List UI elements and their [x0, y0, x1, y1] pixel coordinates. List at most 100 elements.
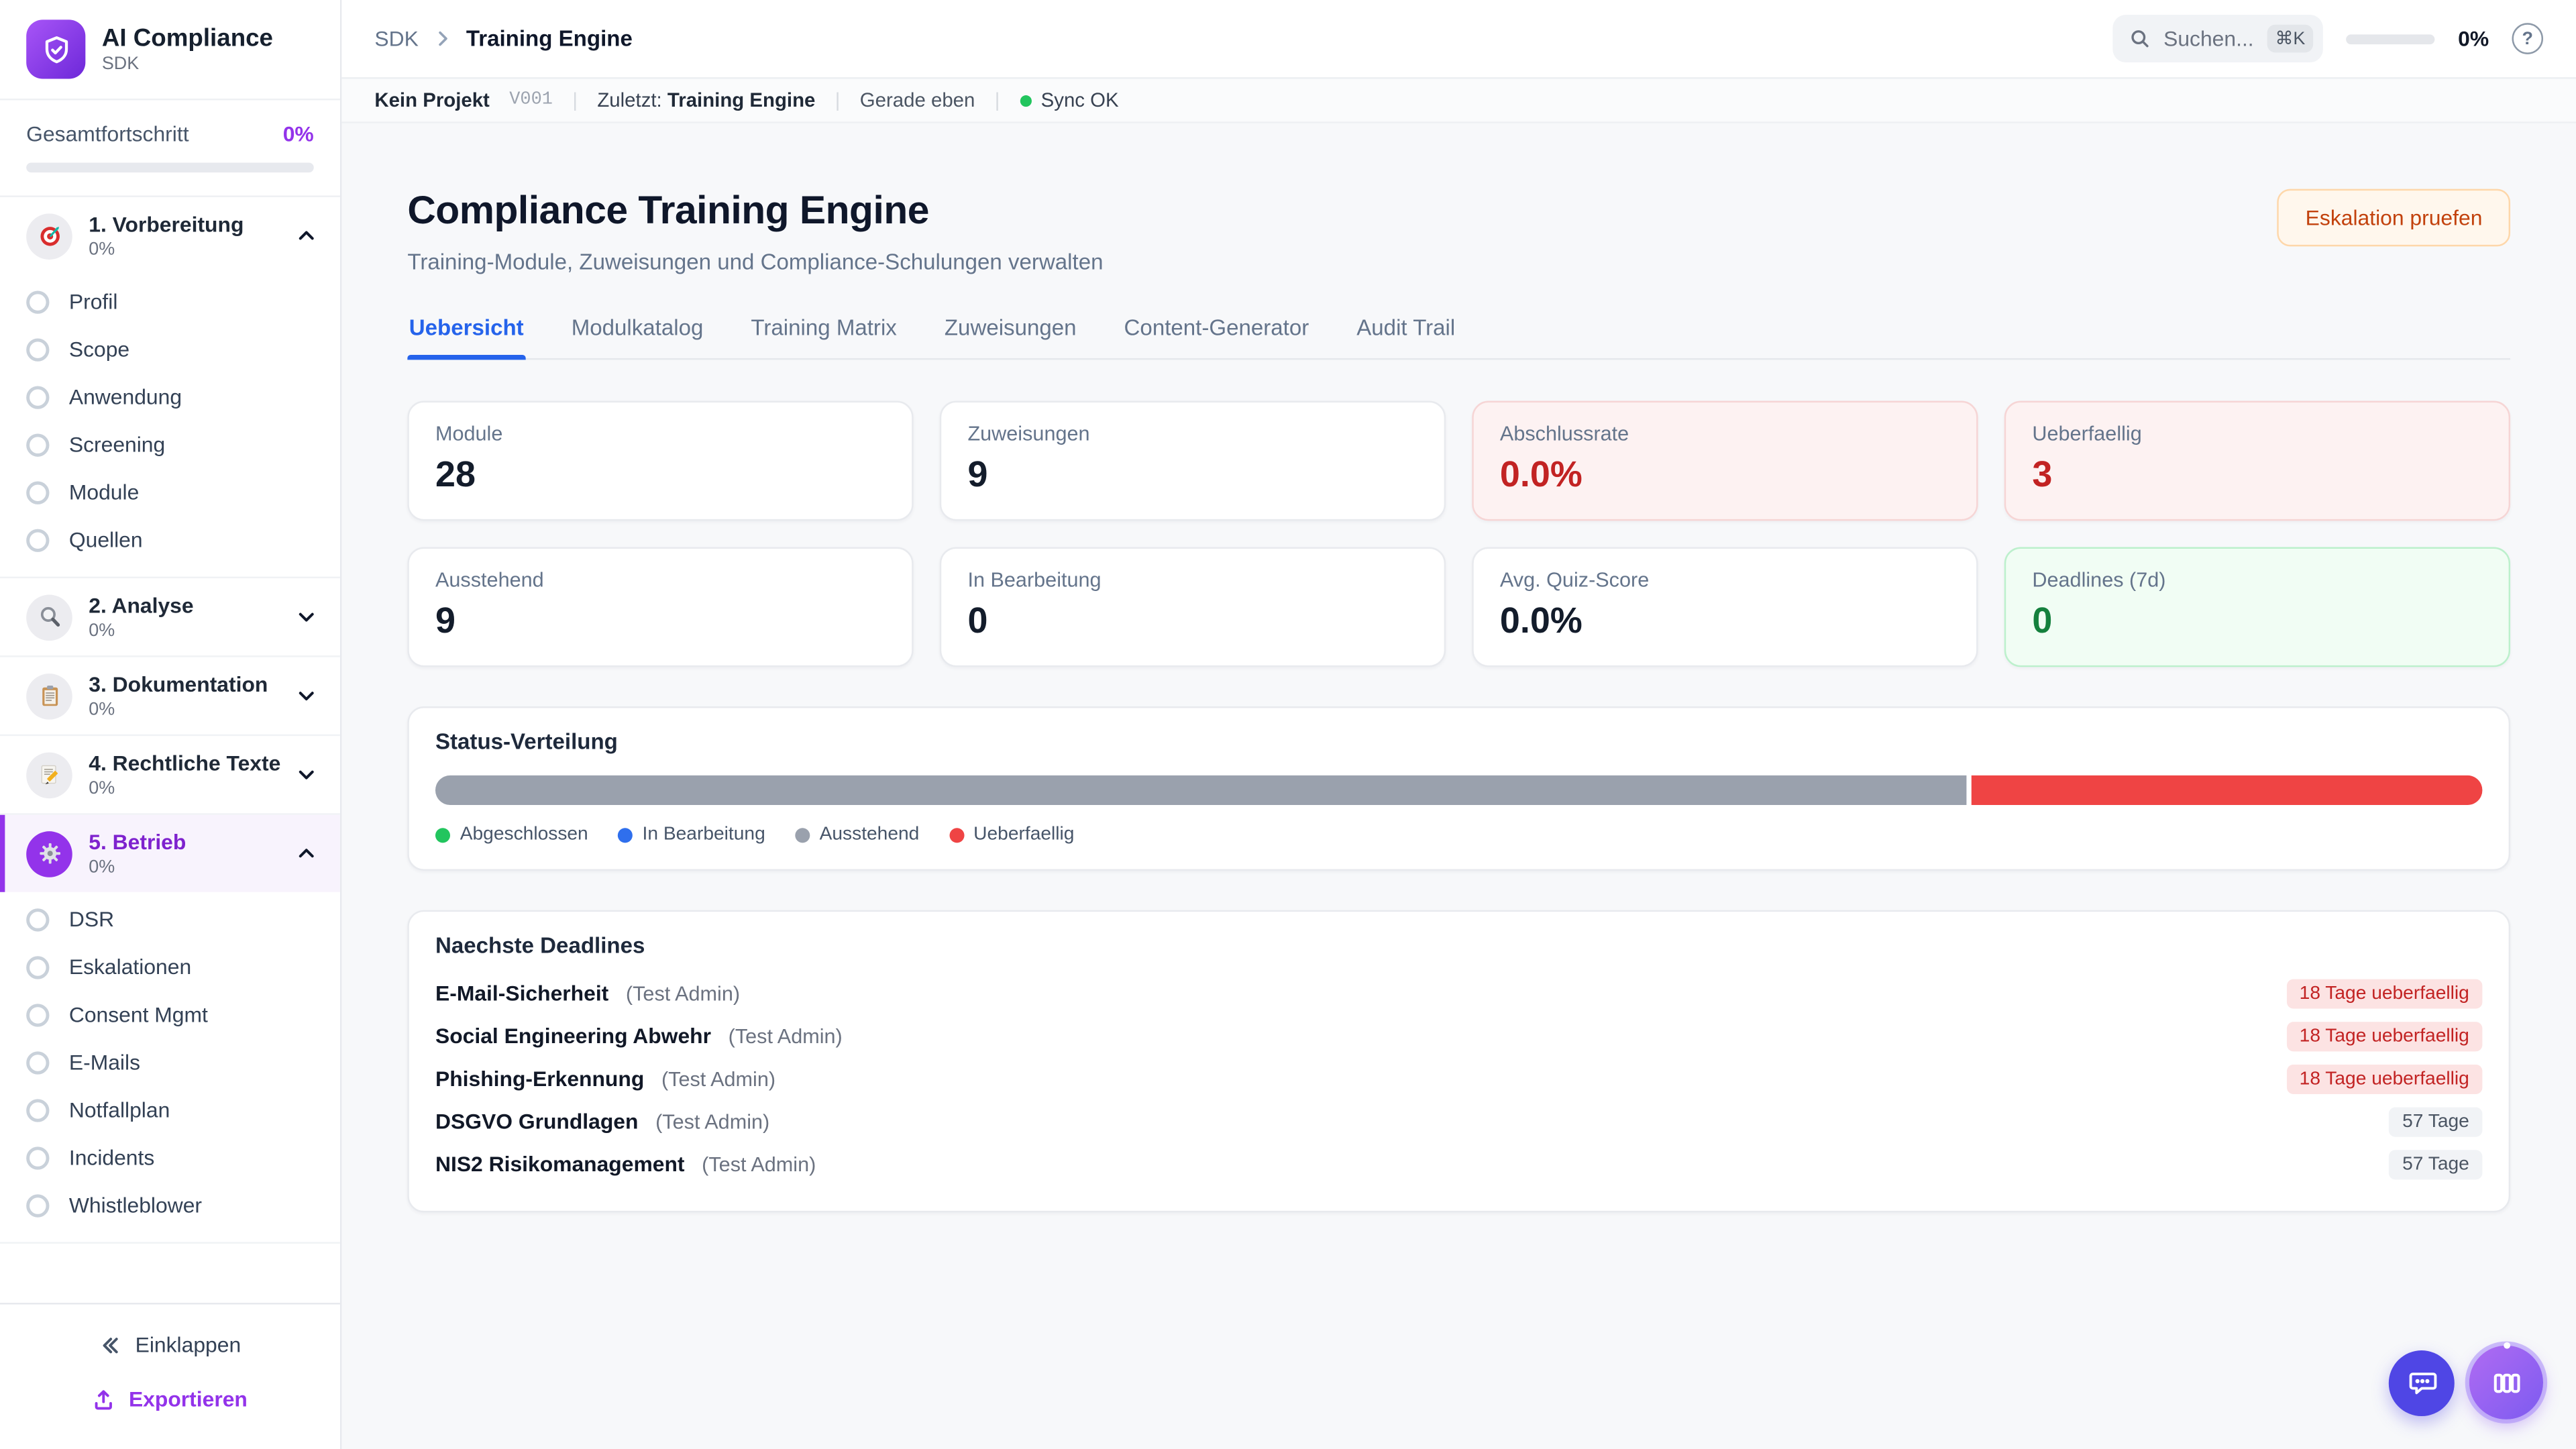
section-items: DSR Eskalationen Consent Mgmt E-Mails Notfal… — [0, 892, 340, 1242]
tab-zuweisungen[interactable]: Zuweisungen — [944, 315, 1077, 340]
tab-modulkatalog[interactable]: Modulkatalog — [571, 315, 704, 340]
deadline-module-name: NIS2 Risikomanagement (Test Admin) — [435, 1151, 816, 1177]
section-title: 1. Vorbereitung — [89, 211, 244, 237]
sidebar-item-anwendung[interactable]: Anwendung — [0, 373, 340, 421]
deadline-module-name: Social Engineering Abwehr (Test Admin) — [435, 1023, 843, 1049]
chat-fab-button[interactable] — [2388, 1349, 2455, 1415]
gear-icon — [26, 830, 72, 877]
legend-label: Ausstehend — [819, 824, 920, 845]
sidebar-item-screening[interactable]: Screening — [0, 421, 340, 468]
search-icon — [2129, 28, 2151, 50]
sidebar-item-label: Module — [68, 480, 140, 504]
export-button[interactable]: Exportieren — [0, 1372, 340, 1426]
sidebar-section-header-5[interactable]: 5. Betrieb 0% — [0, 814, 340, 892]
sidebar-item-whistleblower[interactable]: Whistleblower — [0, 1181, 340, 1229]
sidebar-item-module[interactable]: Module — [0, 468, 340, 516]
sidebar-nav: 1. Vorbereitung 0% Profil Scope Anwendung Scr… — [0, 197, 340, 1303]
stat-label: Zuweisungen — [967, 422, 1090, 445]
stat-card-avg-quiz-score: Avg. Quiz-Score 0.0% — [1472, 547, 1978, 667]
sidebar-section-4: 4. Rechtliche Texte 0% — [0, 736, 340, 815]
overall-progress-label: Gesamtfortschritt — [26, 121, 189, 146]
sidebar-item-e-mails[interactable]: E-Mails — [0, 1038, 340, 1086]
radio-circle-icon — [26, 1146, 50, 1169]
status-distribution-panel: Status-Verteilung Abgeschlossen In Bearbe… — [407, 706, 2511, 871]
sidebar-item-consent-mgmt[interactable]: Consent Mgmt — [0, 991, 340, 1038]
sidebar-section-5: 5. Betrieb 0% DSR Eskalationen Consent Mgmt E… — [0, 814, 340, 1244]
deadline-module-name: E-Mail-Sicherheit (Test Admin) — [435, 981, 741, 1006]
separator: | — [994, 89, 1000, 112]
legend-dot — [794, 827, 810, 843]
section-percent: 0% — [89, 621, 115, 641]
last-opened: Zuletzt: Training Engine — [597, 89, 816, 112]
deadline-assignee: (Test Admin) — [620, 982, 741, 1006]
sidebar-item-label: Consent Mgmt — [68, 1002, 208, 1027]
check-escalation-button[interactable]: Eskalation pruefen — [2277, 189, 2511, 247]
legend-dot — [617, 827, 633, 843]
sidebar-section-header-2[interactable]: 2. Analyse 0% — [0, 578, 340, 655]
sidebar-section-header-4[interactable]: 4. Rechtliche Texte 0% — [0, 736, 340, 813]
tab-bar: Uebersicht Modulkatalog Training Matrix Zuw… — [407, 315, 2511, 360]
legend-item-ausstehend: Ausstehend — [794, 824, 920, 845]
magnifier-icon — [26, 594, 72, 640]
tab-training-matrix[interactable]: Training Matrix — [751, 315, 897, 340]
section-title: 2. Analyse — [89, 593, 194, 618]
sidebar-section-header-3[interactable]: 3. Dokumentation 0% — [0, 657, 340, 735]
stat-card-module: Module 28 — [407, 400, 914, 521]
stat-card-ausstehend: Ausstehend 9 — [407, 547, 914, 667]
deadline-row: DSGVO Grundlagen (Test Admin) 57 Tage — [435, 1101, 2483, 1144]
legend-dot — [949, 827, 964, 843]
separator: | — [835, 89, 841, 112]
sidebar-item-notfallplan[interactable]: Notfallplan — [0, 1086, 340, 1134]
page-header: Compliance Training Engine Training-Modu… — [407, 189, 2511, 274]
app-logo — [26, 19, 86, 79]
tab-audit-trail[interactable]: Audit Trail — [1356, 315, 1456, 340]
help-icon[interactable]: ? — [2512, 23, 2544, 54]
deadline-module: NIS2 Risikomanagement (Test Admin) — [435, 1150, 816, 1179]
upload-icon — [93, 1387, 115, 1410]
legend-item-ueberfaellig: Ueberfaellig — [949, 824, 1075, 845]
overall-progress: Gesamtfortschritt 0% — [0, 100, 340, 197]
columns-icon — [2489, 1366, 2522, 1399]
sidebar-item-scope[interactable]: Scope — [0, 325, 340, 373]
chevron-right-icon — [431, 28, 453, 50]
stat-label: Deadlines (7d) — [2032, 568, 2166, 592]
radio-circle-icon — [26, 385, 50, 409]
deadline-assignee: (Test Admin) — [655, 1067, 776, 1091]
sidebar-item-label: Profil — [68, 289, 118, 314]
section-meta: 4. Rechtliche Texte 0% — [89, 751, 280, 798]
deadline-row: Social Engineering Abwehr (Test Admin) 18… — [435, 1015, 2483, 1058]
sidebar-item-dsr[interactable]: DSR — [0, 896, 340, 943]
section-meta: 5. Betrieb 0% — [89, 830, 279, 877]
deadline-assignee: (Test Admin) — [649, 1110, 770, 1134]
tab-content-generator[interactable]: Content-Generator — [1124, 315, 1309, 340]
sidebar-item-label: Incidents — [68, 1144, 155, 1170]
legend-label: Abgeschlossen — [460, 824, 588, 845]
tab-uebersicht[interactable]: Uebersicht — [407, 315, 525, 360]
radio-circle-icon — [26, 955, 50, 979]
deadline-assignee: (Test Admin) — [722, 1025, 843, 1049]
header-progress-value: 0% — [2458, 26, 2489, 51]
page-title: Compliance Training Engine — [407, 189, 929, 233]
sidebar-item-incidents[interactable]: Incidents — [0, 1134, 340, 1181]
stats-grid: Module 28 Zuweisungen 9 Abschlussrate 0.0% Ueb… — [407, 400, 2511, 667]
panels-fab-button[interactable] — [2469, 1342, 2544, 1419]
section-percent: 0% — [89, 857, 115, 877]
sidebar-section-header-1[interactable]: 1. Vorbereitung 0% — [0, 197, 340, 274]
sidebar-section-3: 3. Dokumentation 0% — [0, 657, 340, 737]
stat-value: 0.0% — [1499, 599, 1582, 641]
collapse-sidebar-button[interactable]: Einklappen — [0, 1318, 340, 1372]
chevron-up-icon — [296, 225, 317, 247]
stat-label: Module — [435, 422, 503, 445]
topbar-right: Suchen... ⌘K 0% ? — [2112, 15, 2544, 63]
stat-card-in-bearbeitung: In Bearbeitung 0 — [939, 547, 1446, 667]
search-input[interactable]: Suchen... ⌘K — [2112, 15, 2324, 63]
deadline-badge: 57 Tage — [2389, 1107, 2483, 1137]
sidebar-item-eskalationen[interactable]: Eskalationen — [0, 943, 340, 991]
sidebar-item-quellen[interactable]: Quellen — [0, 516, 340, 564]
stat-card-deadlines-7d-: Deadlines (7d) 0 — [2004, 547, 2511, 667]
breadcrumb-root[interactable]: SDK — [374, 26, 419, 51]
sidebar-item-label: Whistleblower — [68, 1192, 203, 1218]
sidebar-item-profil[interactable]: Profil — [0, 278, 340, 325]
collapse-sidebar-label: Einklappen — [135, 1332, 241, 1357]
legend-label: Ueberfaellig — [973, 824, 1075, 845]
